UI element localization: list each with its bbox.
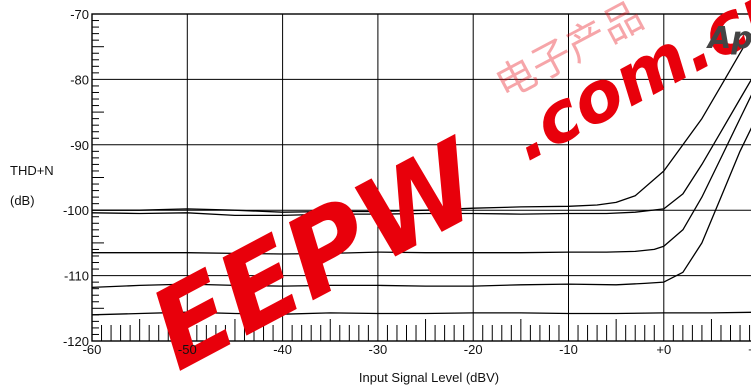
series-line-5 <box>91 311 751 316</box>
data-series <box>91 33 751 316</box>
series-line-4 <box>91 127 751 289</box>
x-tick-label: -50 <box>178 342 197 357</box>
x-tick-label: +0 <box>656 342 671 357</box>
corner-logo-fragment: Ap <box>706 21 751 56</box>
y-tick-label: -110 <box>64 269 89 284</box>
x-axis-tick-labels: -60 -50 -40 -30 -20 -10 +0 +10 <box>83 342 751 357</box>
y-tick-label: -90 <box>70 138 89 153</box>
y-tick-label: -100 <box>63 203 89 218</box>
y-tick-label: -70 <box>70 7 89 22</box>
x-tick-label: -20 <box>464 342 483 357</box>
y-axis-tick-labels: -70 -80 -90 -100 -110 -120 <box>63 7 89 349</box>
eepw-watermark: EEPW .com.cn 电子产品 <box>130 0 751 390</box>
x-tick-label: +10 <box>748 342 751 357</box>
y-tick-label: -120 <box>63 334 89 349</box>
x-tick-label: -60 <box>83 342 102 357</box>
x-tick-label: -40 <box>273 342 292 357</box>
minor-tick-marks <box>92 20 751 341</box>
y-tick-label: -80 <box>70 72 89 87</box>
series-line-2 <box>91 78 751 217</box>
y-axis-label-line1: THD+N <box>10 163 54 178</box>
series-line-3 <box>92 94 751 255</box>
x-tick-label: -10 <box>559 342 578 357</box>
series-line-1 <box>92 33 751 213</box>
y-axis-label-line2: (dB) <box>10 193 35 208</box>
x-tick-label: -30 <box>369 342 388 357</box>
x-axis-label: Input Signal Level (dBV) <box>359 370 499 385</box>
plot-frame <box>91 13 751 342</box>
